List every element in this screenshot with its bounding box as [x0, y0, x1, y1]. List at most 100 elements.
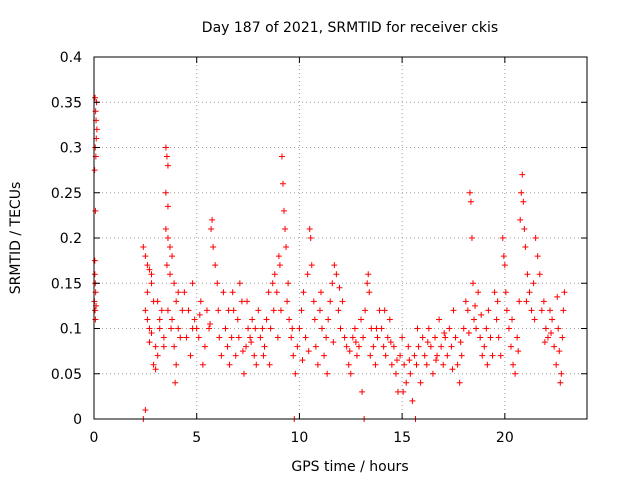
y-tick-label: 0.2 — [60, 231, 82, 247]
data-point — [387, 339, 394, 346]
data-point — [475, 289, 482, 296]
data-point — [279, 180, 286, 187]
data-point — [515, 348, 522, 355]
data-point — [485, 307, 492, 314]
data-point — [360, 334, 367, 341]
data-point — [257, 334, 264, 341]
data-point — [489, 352, 496, 359]
data-point — [154, 298, 161, 305]
data-point — [187, 352, 194, 359]
data-point — [270, 307, 277, 314]
data-point — [288, 334, 295, 341]
data-point — [368, 325, 375, 332]
data-point — [196, 311, 203, 318]
data-point — [556, 348, 563, 355]
data-point — [462, 298, 469, 305]
data-point — [162, 144, 169, 151]
data-point — [500, 253, 507, 260]
data-point — [238, 298, 245, 305]
data-point — [413, 361, 420, 368]
data-point — [365, 271, 372, 278]
data-point — [499, 235, 506, 241]
y-tick-label: 0.05 — [51, 367, 82, 383]
data-point — [282, 225, 289, 232]
data-point — [299, 357, 306, 364]
data-point — [183, 334, 190, 341]
data-point — [471, 316, 478, 323]
data-point — [409, 397, 416, 404]
data-point — [382, 352, 389, 359]
data-point — [281, 207, 288, 214]
data-point — [274, 334, 281, 341]
data-point — [548, 330, 555, 337]
data-point — [450, 307, 457, 314]
data-point — [260, 352, 267, 359]
data-point — [239, 348, 246, 355]
data-point — [519, 171, 526, 178]
data-point — [252, 325, 259, 332]
data-point — [503, 307, 510, 314]
data-point — [240, 370, 247, 377]
data-point — [329, 280, 336, 287]
data-point — [236, 280, 243, 287]
data-point — [417, 379, 424, 386]
data-point — [423, 361, 430, 368]
data-point — [276, 262, 283, 269]
data-point — [163, 153, 170, 160]
data-point — [374, 334, 381, 341]
data-point — [553, 361, 560, 368]
data-point — [456, 379, 463, 386]
data-point — [425, 325, 432, 332]
data-point — [230, 307, 237, 314]
data-point — [169, 316, 176, 323]
data-point — [530, 280, 537, 287]
y-tick-label: 0.1 — [60, 322, 82, 338]
data-point — [433, 357, 440, 364]
y-tick-label: 0.25 — [51, 186, 82, 202]
data-point — [465, 330, 472, 337]
data-point — [289, 325, 296, 332]
data-point — [353, 352, 360, 359]
data-point — [415, 343, 422, 350]
data-point — [226, 361, 233, 368]
data-point — [171, 280, 178, 287]
data-point — [495, 334, 502, 341]
data-point — [249, 316, 256, 323]
axis-ticks: 0 0.05 0.1 0.15 0.2 0.25 0.3 0.35 0.4 0 5 10 15 20 — [51, 50, 587, 446]
data-point — [531, 316, 538, 323]
x-tick-label: 20 — [496, 430, 514, 446]
data-point — [269, 280, 276, 287]
data-point — [349, 334, 356, 341]
data-point — [497, 352, 504, 359]
data-point — [359, 388, 366, 395]
data-point — [520, 198, 527, 205]
data-point — [209, 216, 216, 223]
data-point — [559, 334, 566, 341]
data-point — [376, 307, 383, 314]
data-point — [424, 339, 431, 346]
data-point — [261, 343, 268, 350]
data-point — [91, 257, 98, 264]
data-point — [164, 162, 171, 169]
data-point — [460, 325, 467, 332]
data-point — [491, 289, 498, 296]
data-point — [560, 307, 567, 314]
data-point — [148, 280, 155, 287]
data-point — [333, 271, 340, 278]
data-point — [312, 343, 319, 350]
data-point — [304, 271, 311, 278]
data-point — [93, 126, 100, 133]
data-point — [172, 379, 179, 386]
data-point — [144, 289, 151, 296]
data-point — [464, 307, 471, 314]
data-point — [173, 361, 180, 368]
data-point — [458, 352, 465, 359]
data-point — [454, 361, 461, 368]
data-point — [327, 298, 334, 305]
data-point — [162, 225, 169, 232]
data-point — [197, 298, 204, 305]
x-tick-label: 10 — [291, 430, 309, 446]
data-point — [195, 334, 202, 341]
data-point — [501, 262, 508, 269]
data-point — [510, 361, 517, 368]
